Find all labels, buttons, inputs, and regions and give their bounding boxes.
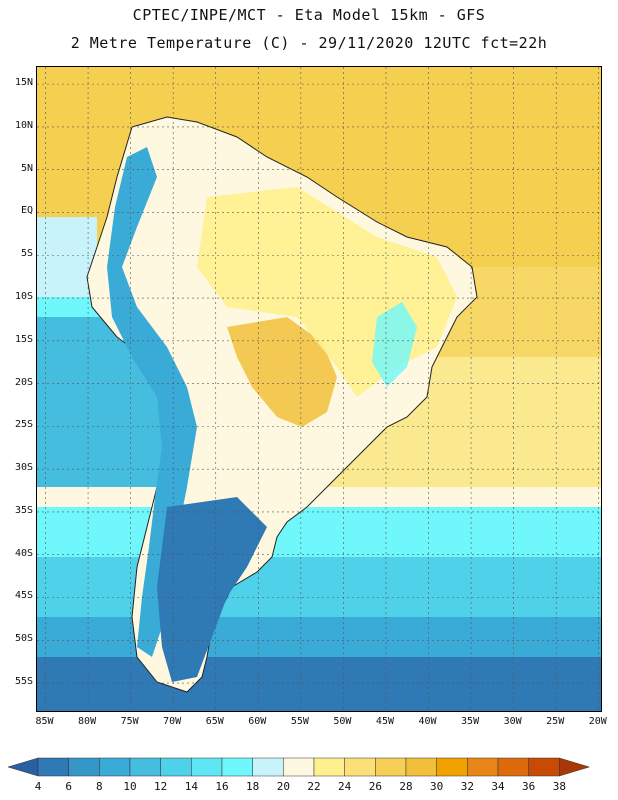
lat-tick-label: 55S — [14, 676, 33, 688]
lon-tick-label: 30W — [503, 716, 522, 727]
legend-swatch — [68, 757, 100, 777]
lon-tick-label: 40W — [418, 716, 437, 727]
lat-tick-label: EQ — [20, 205, 33, 217]
patagonia-cold — [157, 497, 267, 682]
lon-tick-label: 45W — [375, 716, 394, 727]
lat-tick-label: 40S — [14, 547, 33, 559]
lon-tick-label: 75W — [120, 716, 139, 727]
legend-tick-label: 24 — [338, 780, 352, 793]
ocean-south-colder — [37, 557, 601, 627]
lat-tick-label: 35S — [14, 504, 33, 516]
legend-tick-label: 10 — [123, 780, 137, 793]
lat-tick-label: 20S — [14, 376, 33, 388]
legend-swatch — [252, 757, 284, 777]
legend-tick-label: 26 — [368, 780, 382, 793]
legend-swatch — [283, 757, 315, 777]
lon-tick-label: 35W — [461, 716, 480, 727]
legend-swatch — [467, 757, 499, 777]
lat-tick-label: 45S — [14, 590, 33, 602]
legend-tick-label: 30 — [430, 780, 444, 793]
legend-tick-label: 20 — [276, 780, 290, 793]
ocean-south-coldest — [37, 657, 601, 711]
lon-tick-label: 25W — [546, 716, 565, 727]
legend-swatch — [37, 757, 69, 777]
legend-swatch — [99, 757, 131, 777]
lat-tick-label: 15S — [14, 333, 33, 345]
lon-tick-label: 20W — [588, 716, 607, 727]
lat-tick-label: 30S — [14, 462, 33, 474]
legend-tick-label: 32 — [460, 780, 474, 793]
lat-tick-label: 25S — [14, 419, 33, 431]
legend-tick-label: 22 — [307, 780, 321, 793]
legend-tick-label: 34 — [491, 780, 505, 793]
lat-tick-label: 5N — [20, 162, 33, 174]
legend-swatch — [528, 757, 560, 777]
legend-swatch — [129, 757, 161, 777]
lon-tick-label: 60W — [248, 716, 267, 727]
land-hot-interior — [227, 317, 337, 427]
legend-tick-label: 12 — [154, 780, 168, 793]
lon-tick-label: 85W — [35, 716, 54, 727]
color-legend — [7, 757, 591, 777]
legend-swatch — [375, 757, 407, 777]
map-graticule — [37, 67, 601, 711]
legend-swatch — [436, 757, 468, 777]
legend-tick-label: 38 — [552, 780, 566, 793]
legend-arrow-low — [7, 757, 39, 777]
ocean-pacific-west — [37, 367, 157, 487]
legend-tick-label: 18 — [246, 780, 260, 793]
lat-tick-label: 15N — [14, 77, 33, 89]
lat-tick-label: 10N — [14, 119, 33, 131]
legend-tick-label: 4 — [34, 780, 42, 793]
legend-swatch — [191, 757, 223, 777]
legend-tick-label: 28 — [399, 780, 413, 793]
lon-tick-label: 65W — [205, 716, 224, 727]
legend-tick-label: 14 — [184, 780, 198, 793]
lon-tick-label: 70W — [163, 716, 182, 727]
legend-swatch — [405, 757, 437, 777]
brazil-highlands-cool — [372, 302, 417, 387]
legend-tick-label: 8 — [96, 780, 103, 793]
legend-tick-label: 6 — [65, 780, 72, 793]
lon-tick-label: 80W — [78, 716, 97, 727]
legend-tick-label: 36 — [522, 780, 536, 793]
legend-swatch — [344, 757, 376, 777]
lat-tick-label: 10S — [14, 291, 33, 303]
temperature-map[interactable] — [36, 66, 602, 712]
legend-tick-label: 16 — [215, 780, 229, 793]
legend-swatch — [160, 757, 192, 777]
legend-swatch — [497, 757, 529, 777]
chart-title-line2: 2 Metre Temperature (C) - 29/11/2020 12U… — [70, 34, 548, 52]
legend-arrow-high — [559, 757, 591, 777]
legend-swatch — [313, 757, 345, 777]
chart-title-line1: CPTEC/INPE/MCT - Eta Model 15km - GFS — [132, 6, 486, 24]
lat-tick-label: 5S — [20, 248, 33, 260]
lon-tick-label: 50W — [333, 716, 352, 727]
legend-swatch — [221, 757, 253, 777]
lat-tick-label: 50S — [14, 633, 33, 645]
lon-tick-label: 55W — [290, 716, 309, 727]
map-canvas — [37, 67, 601, 711]
